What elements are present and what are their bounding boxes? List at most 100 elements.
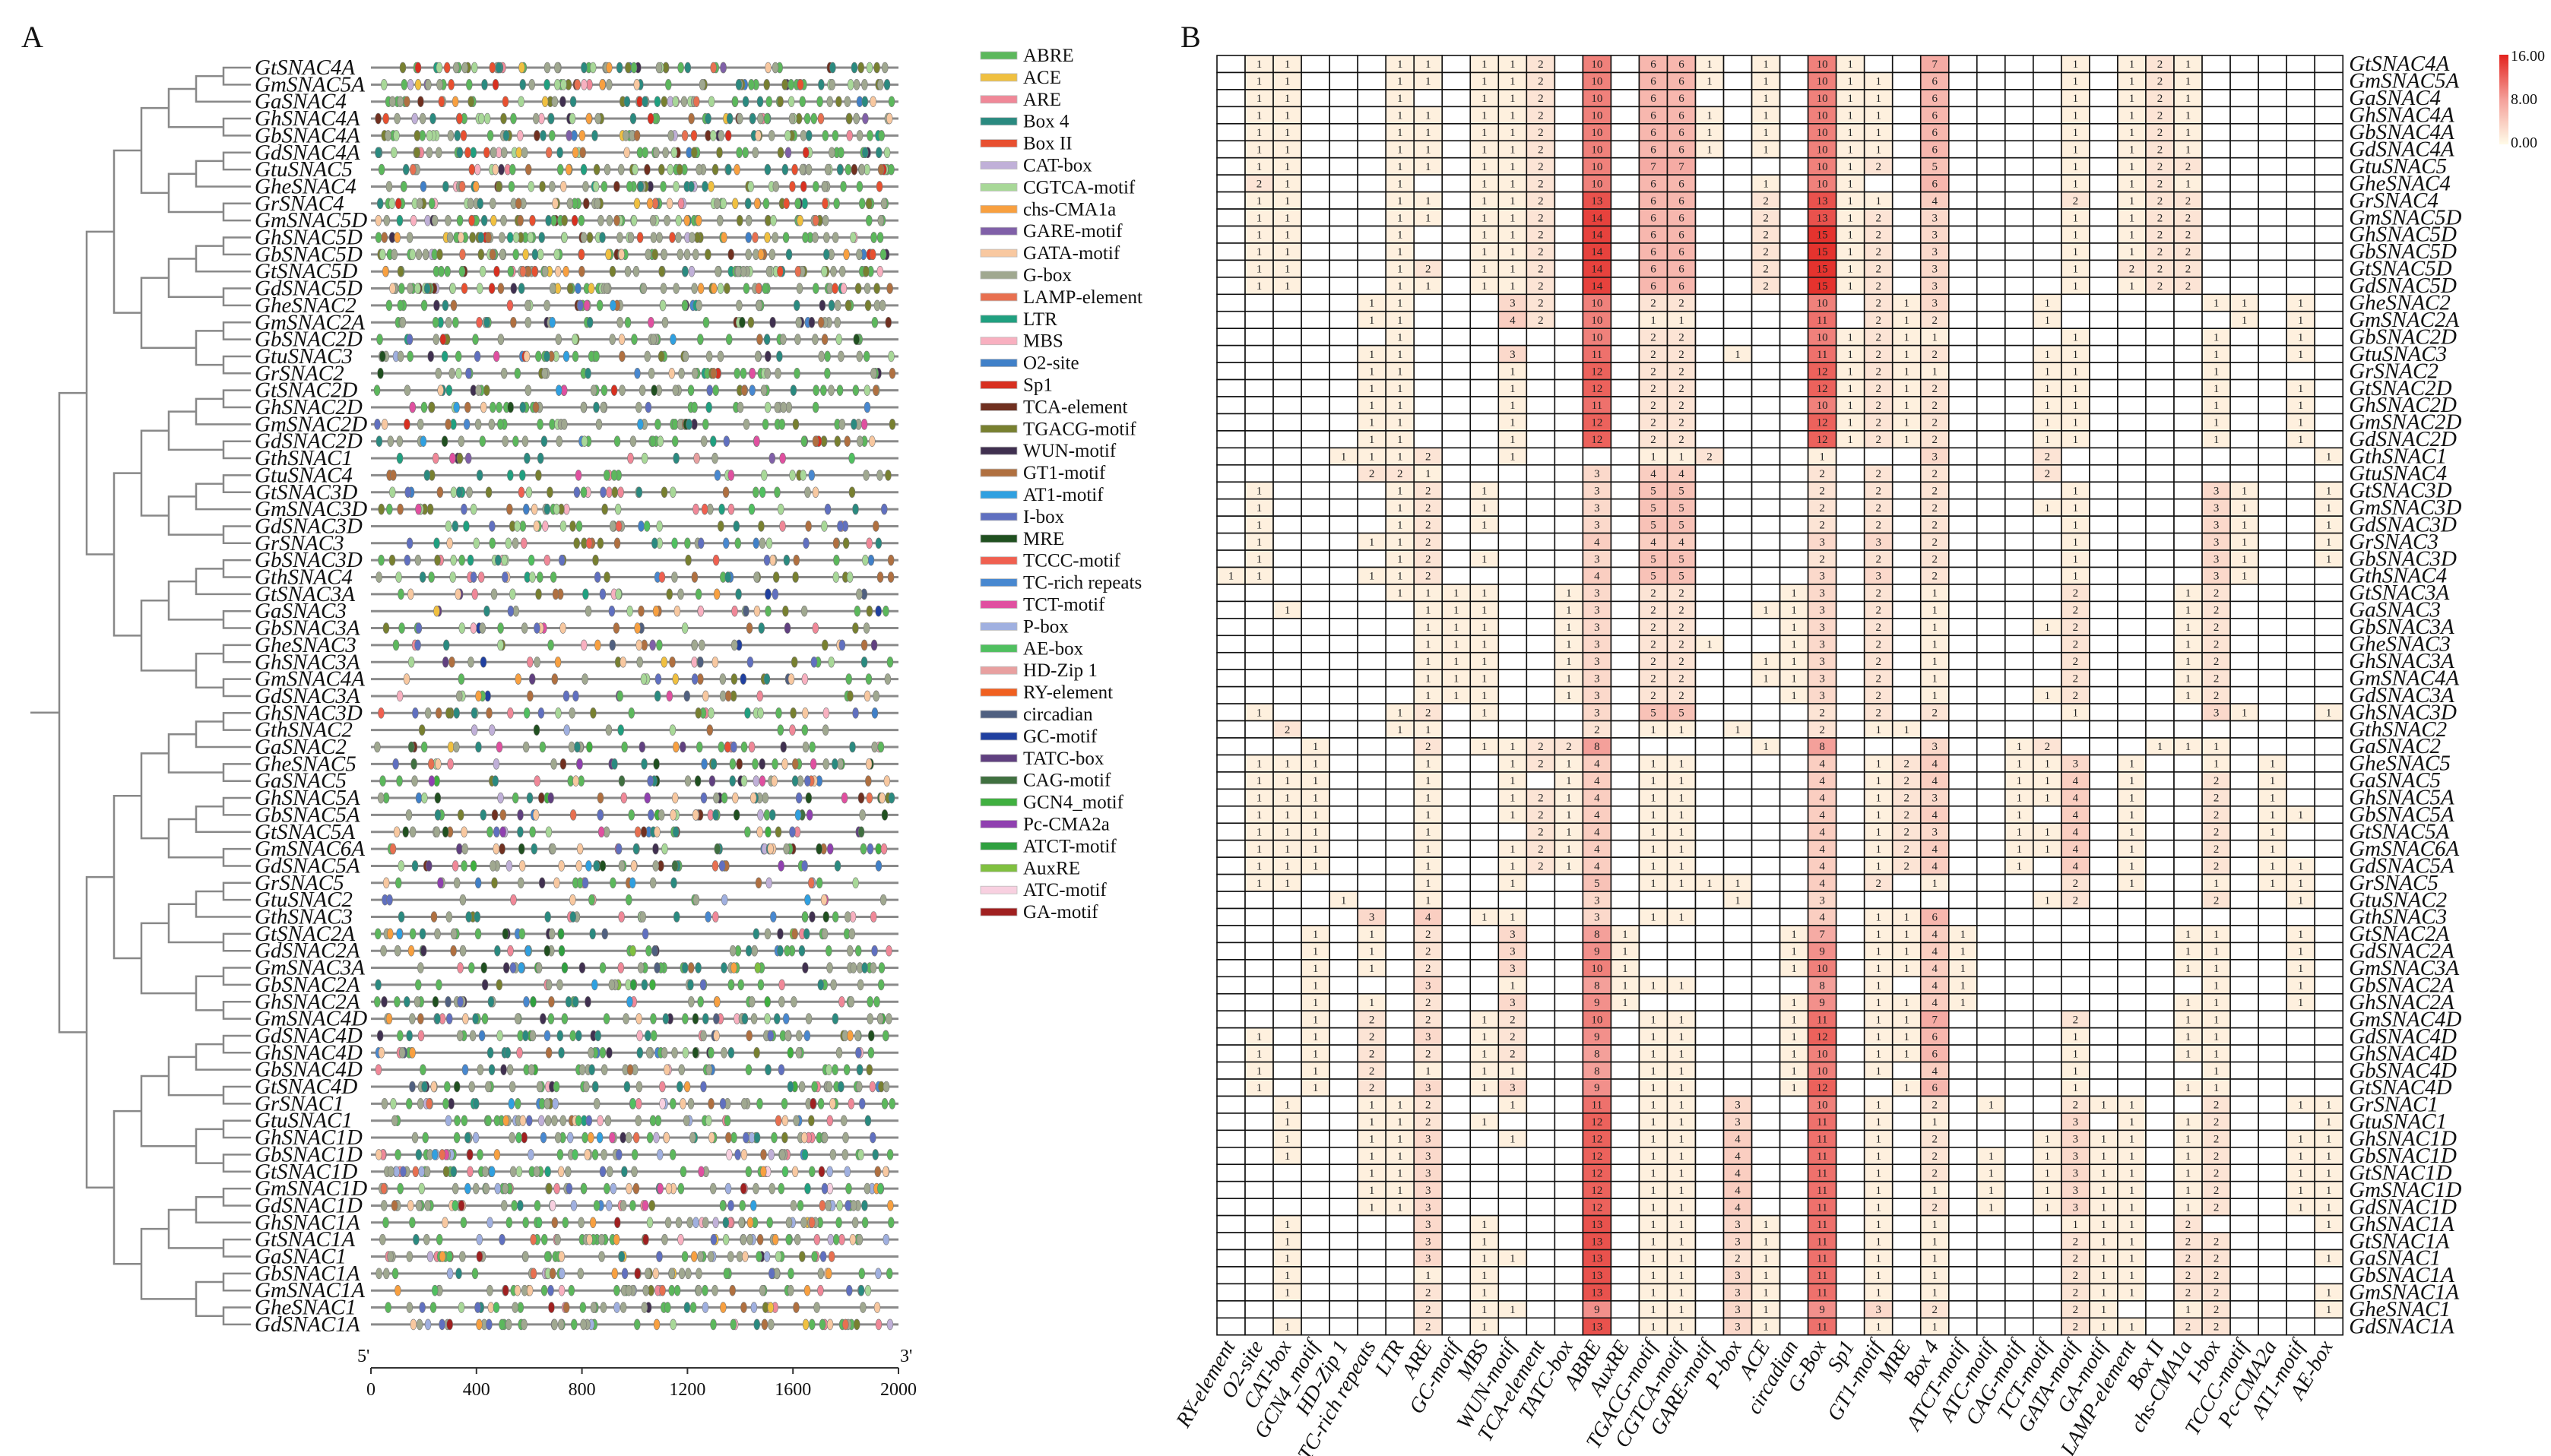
motif-marker [719,1098,727,1109]
gene-label: GaSNAC2 [255,735,347,759]
cell-value: 1 [1763,76,1769,88]
heatmap-cell [1554,174,1584,193]
motif-marker [805,130,813,141]
motif-marker [710,1318,717,1331]
cell-value: 10 [1817,178,1828,190]
heatmap-cell [1610,277,1640,296]
motif-marker [769,316,776,328]
heatmap-cell [1610,515,1640,534]
cell-value: 1 [1481,93,1488,105]
motif-marker [850,232,857,243]
motif-marker [670,147,678,159]
motif-marker [740,1098,748,1109]
motif-marker [784,945,791,957]
heatmap-cell [2004,464,2034,483]
motif-marker [404,554,411,566]
motif-marker [709,1182,717,1195]
cell-value: 6 [1650,59,1656,71]
motif-marker [883,1081,890,1093]
cell-value: 2 [1875,229,1881,242]
motif-marker [548,928,556,940]
motif-marker [557,1318,565,1331]
motif-marker [609,521,616,532]
motif-marker [753,1047,760,1059]
motif-marker [795,316,803,328]
motif-marker [528,554,535,566]
heatmap-cell [1610,413,1640,432]
motif-marker [829,147,835,159]
motif-marker [768,248,776,261]
cell-value: 1 [2298,298,2304,310]
legend-swatch [980,95,1018,104]
motif-marker [582,1132,588,1144]
heatmap: 1 1 1 1 1 1 2 10 6 6 1 1 10 1 7 1 1 2 11 1 1 1 1 1 2 10 6 6 1 1 10 1 1 6 1… [1216,55,2343,1336]
heatmap-cell [1441,293,1472,312]
motif-marker [377,792,385,804]
tree-branch [222,1272,251,1292]
motif-marker [486,1217,493,1229]
heatmap-cell [1272,532,1302,551]
gene-label: GhSNAC3D [255,701,363,725]
heatmap-cell [1272,566,1302,585]
cell-value: 1 [2129,110,2135,122]
motif-marker [740,775,748,787]
tree-branch [222,712,251,731]
motif-marker [556,435,563,448]
cell-value: 1 [2073,76,2079,88]
heatmap-cell [2033,481,2062,500]
heatmap-cell [1779,481,1809,500]
motif-marker [540,130,547,141]
heatmap-cell [2201,277,2231,296]
motif-marker [416,1318,423,1331]
motif-marker [510,894,517,906]
heatmap-cell [1357,157,1386,176]
heatmap-cell [1526,378,1556,397]
motif-marker [649,435,657,448]
motif-marker [841,792,848,804]
legend-swatch [980,754,1018,763]
motif-marker [476,1233,483,1246]
motif-marker [468,214,475,226]
motif-marker [801,1149,809,1160]
motif-marker [687,385,695,396]
heatmap-cell [1216,396,1246,415]
motif-marker [876,265,884,277]
motif-marker [566,1132,574,1144]
motif-marker [632,843,640,855]
heatmap-cell [2286,532,2315,551]
heatmap-cell [1751,464,1781,483]
motif-marker [434,809,442,821]
heatmap-cell [2258,123,2287,142]
legend-label: LTR [1023,309,1057,330]
motif-marker [514,1013,521,1024]
motif-marker [795,1047,803,1059]
heatmap-cell [1751,413,1781,432]
motif-marker [768,1149,775,1160]
motif-marker [521,622,528,634]
legend-label: I-box [1023,507,1065,527]
motif-marker [717,283,724,294]
motif-marker [645,401,652,413]
heatmap-cell [1357,498,1386,517]
cell-value: 1 [1847,144,1853,156]
motif-marker [524,316,532,328]
motif-marker [569,96,577,107]
tree-branch [195,1128,223,1164]
motif-marker [645,1047,653,1059]
motif-marker [649,979,656,991]
motif-marker [745,945,753,957]
cell-value: 1 [1397,195,1403,207]
motif-marker [448,367,455,379]
heatmap-cell [2089,498,2118,517]
motif-marker [869,248,876,261]
motif-marker [479,435,486,448]
motif-marker [411,1132,419,1144]
cell-value: 1 [1256,144,1263,156]
motif-marker [507,605,515,617]
heatmap-cell [1722,498,1753,517]
heatmap-cell [2117,515,2147,534]
motif-marker [449,283,456,294]
motif-marker [398,283,405,294]
cell-value: 1 [1510,280,1516,293]
motif-marker [586,232,594,243]
